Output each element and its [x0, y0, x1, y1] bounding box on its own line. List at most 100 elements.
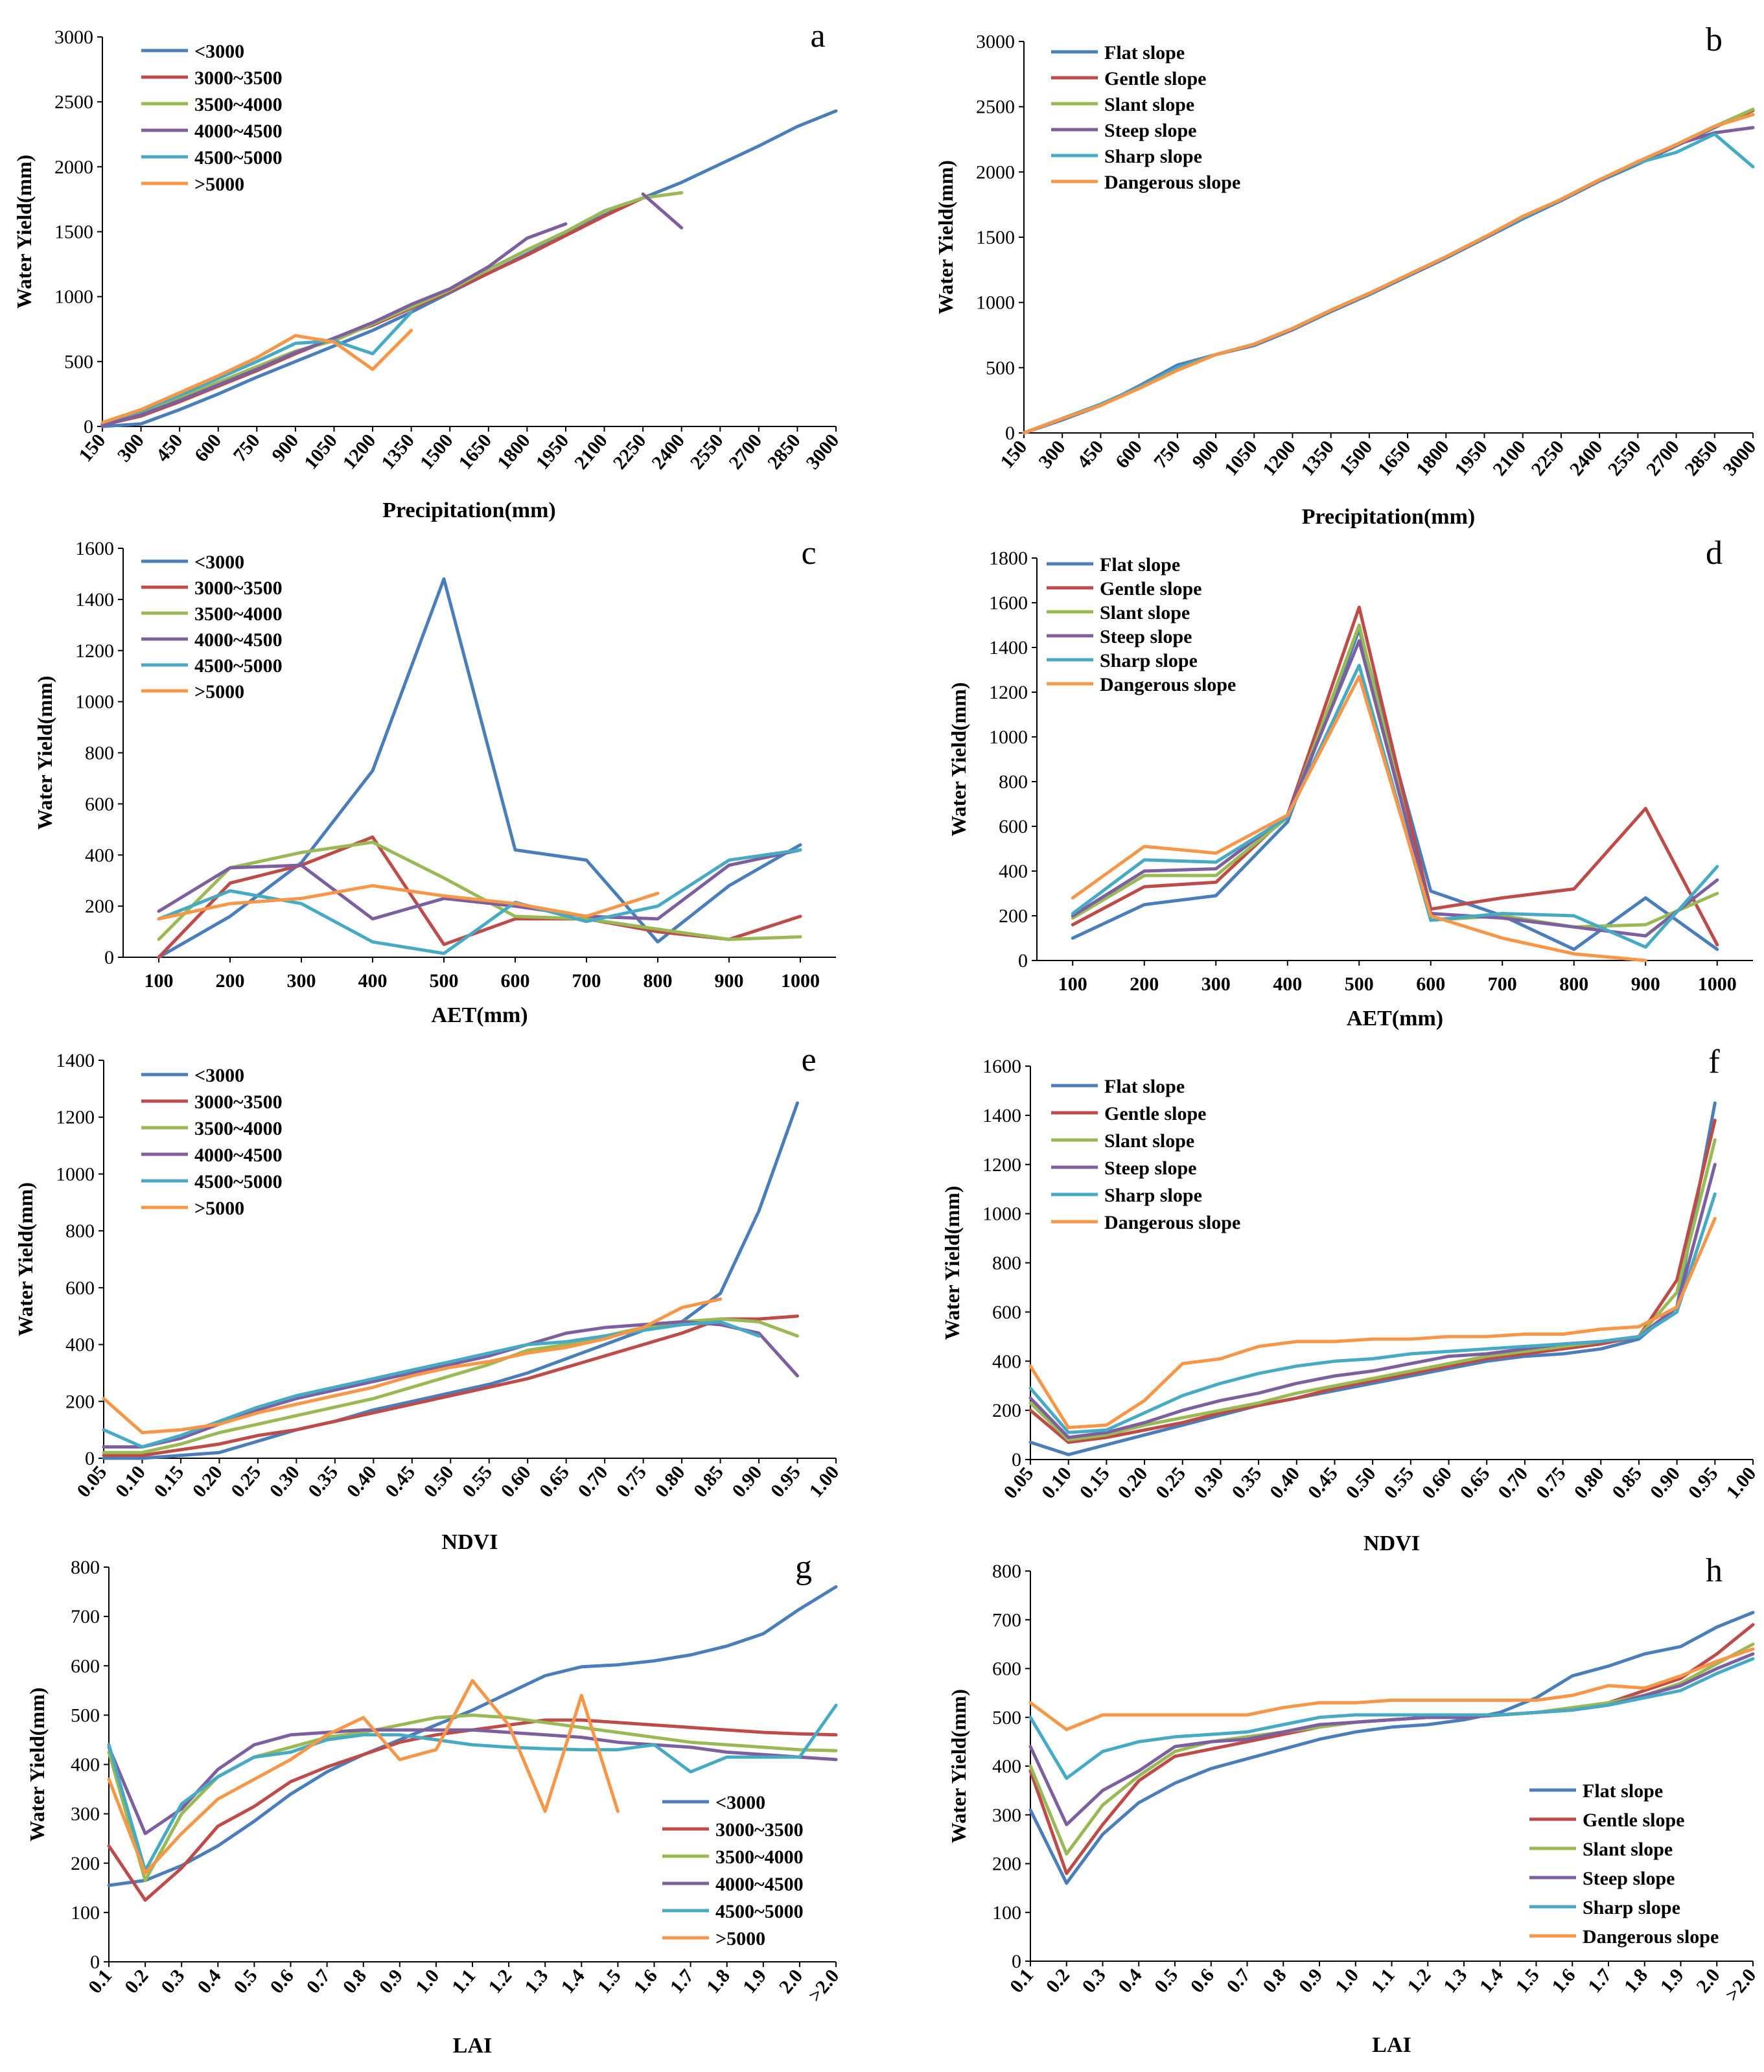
x-tick-label: 1800	[1412, 436, 1454, 480]
y-tick-label: 600	[65, 1277, 95, 1299]
series-line-sharp-slope	[1028, 1192, 1717, 1434]
legend-label: 3500~4000	[715, 1846, 804, 1868]
x-axis-title: NDVI	[1364, 1531, 1420, 1555]
legend-label: 4500~5000	[194, 655, 283, 677]
x-tick-label: 1950	[1450, 436, 1492, 480]
panel-letter: h	[1706, 1552, 1723, 1589]
y-axis-title: Water Yield(mm)	[33, 676, 56, 830]
y-tick-label: 1200	[989, 682, 1028, 703]
series-line--5000	[107, 1679, 620, 1875]
x-tick-label: 300	[287, 970, 316, 992]
x-tick-label: 1.6	[629, 1965, 661, 1997]
legend-label: <3000	[194, 41, 244, 62]
x-tick-label: 2400	[1566, 436, 1607, 480]
x-tick-label: 300	[113, 430, 148, 466]
x-tick-label: 0.20	[189, 1461, 227, 1501]
x-tick-label: 2550	[686, 430, 728, 473]
y-tick-label: 0	[1012, 1951, 1021, 1972]
x-tick-label: 400	[1273, 973, 1302, 995]
y-tick-label: 0	[104, 947, 114, 968]
x-tick-label: 200	[216, 970, 245, 992]
series-line-4000-4500	[107, 1728, 838, 1835]
legend-label: >5000	[194, 1198, 244, 1219]
chart-panel-a: 0 500 1000 1500 2000 2500 3000 150 300 450 600 750 9…	[12, 17, 843, 522]
legend-label: Dangerous slope	[1583, 1926, 1719, 1948]
x-axis-title: LAI	[1372, 2033, 1411, 2057]
x-tick-label: 1.9	[1656, 1964, 1688, 1997]
series-line-dangerous-slope	[1071, 675, 1647, 962]
series-line-3500-4000	[100, 191, 684, 426]
series-line-flat-slope	[1028, 1611, 1755, 1885]
y-axis-title: Water Yield(mm)	[12, 155, 36, 309]
x-tick-label: 0.15	[1076, 1463, 1114, 1502]
x-tick-label: 150	[996, 436, 1031, 472]
y-tick-label: 0	[90, 1951, 100, 1973]
y-tick-label: 700	[71, 1606, 100, 1627]
legend-label: 4500~5000	[194, 1171, 283, 1193]
y-tick-label: 500	[64, 351, 93, 373]
chart-panel-b: 0 500 1000 1500 2000 2500 3000 150 300 450 600 750 9…	[934, 21, 1760, 529]
y-tick-label: 0	[1012, 1449, 1021, 1471]
y-tick-label: 500	[992, 1707, 1021, 1729]
x-tick-label: >2.0	[804, 1965, 843, 2006]
x-tick-label: 2850	[1680, 436, 1722, 480]
legend-label: Dangerous slope	[1104, 172, 1240, 193]
y-axis-title: Water Yield(mm)	[947, 1689, 970, 1843]
x-tick-label: 2100	[570, 430, 612, 473]
x-tick-label: 0.70	[574, 1461, 612, 1501]
y-tick-label: 800	[71, 1557, 100, 1578]
x-tick-label: 1.1	[448, 1965, 480, 1997]
legend-label: Gentle slope	[1104, 68, 1207, 89]
x-tick-label: 0.5	[1150, 1964, 1182, 1997]
y-tick-label: 200	[65, 1391, 95, 1412]
x-tick-label: 0.05	[73, 1461, 111, 1501]
x-tick-label: 0.95	[1684, 1463, 1723, 1502]
x-tick-label: 900	[1631, 973, 1660, 995]
x-tick-label: 1500	[416, 430, 458, 473]
legend-label: 4000~4500	[715, 1874, 804, 1895]
legend-label: Steep slope	[1100, 626, 1192, 647]
legend-label: Sharp slope	[1583, 1897, 1680, 1918]
series-line--3000	[107, 1585, 838, 1887]
x-tick-label: 0.7	[303, 1965, 334, 1997]
x-tick-label: 1.00	[1722, 1463, 1760, 1502]
x-tick-label: 0.65	[1456, 1463, 1494, 1502]
x-tick-label: 700	[572, 970, 601, 992]
y-tick-label: 300	[992, 1804, 1021, 1826]
x-tick-label: 600	[191, 430, 226, 466]
x-tick-label: 600	[501, 970, 530, 992]
legend-label: 3500~4000	[194, 1118, 283, 1139]
x-tick-label: 1.7	[666, 1965, 698, 1997]
x-tick-label: 0.45	[381, 1461, 419, 1501]
legend-label: Slant slope	[1100, 602, 1190, 623]
legend-label: 3000~3500	[194, 577, 283, 599]
x-tick-label: 0.8	[1259, 1964, 1290, 1997]
series-line--5000	[100, 329, 413, 425]
y-tick-label: 100	[71, 1902, 100, 1924]
legend-label: Sharp slope	[1100, 650, 1198, 671]
chart-panel-g: 0 100 200 300 400 500 600 700 800 0.1 0.2 0.3 0.4 0.5…	[25, 1549, 843, 2058]
y-tick-label: 1000	[989, 727, 1028, 748]
legend-label: 3000~3500	[194, 1091, 283, 1113]
x-tick-label: 0.85	[1608, 1463, 1646, 1502]
y-tick-label: 1000	[75, 692, 114, 713]
y-tick-label: 3000	[976, 31, 1015, 52]
x-tick-label: 1.3	[1439, 1964, 1471, 1997]
y-tick-label: 600	[999, 816, 1028, 837]
x-tick-label: 0.70	[1494, 1463, 1532, 1502]
x-tick-label: 800	[644, 970, 673, 992]
y-tick-label: 1600	[75, 538, 114, 559]
y-tick-label: 300	[71, 1804, 100, 1825]
x-tick-label: 1800	[493, 430, 535, 473]
x-tick-label: 0.45	[1304, 1463, 1342, 1502]
x-tick-label: 1.6	[1548, 1964, 1579, 1997]
x-tick-label: 600	[1416, 973, 1445, 995]
legend-label: Steep slope	[1104, 120, 1197, 141]
x-tick-label: 1350	[1297, 436, 1338, 480]
x-tick-label: 0.25	[227, 1461, 265, 1501]
y-tick-label: 200	[85, 896, 114, 917]
legend-label: 4500~5000	[715, 1901, 804, 1922]
y-tick-label: 1600	[982, 1056, 1021, 1077]
x-axis-title: AET(mm)	[1347, 1007, 1443, 1030]
x-tick-label: 150	[75, 430, 110, 466]
